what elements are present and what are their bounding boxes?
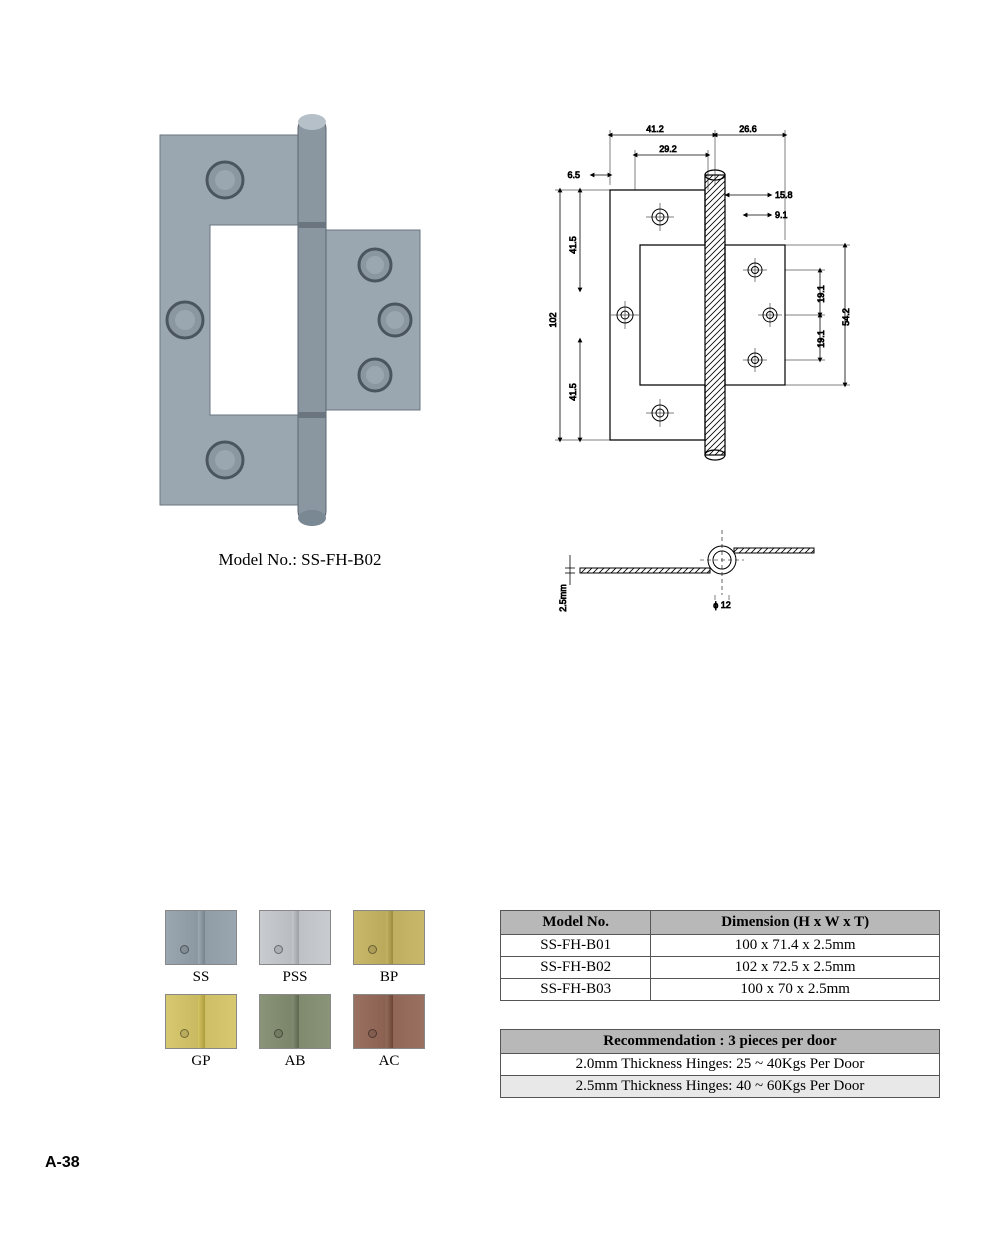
finish-item-ab: AB	[259, 994, 331, 1070]
finish-item-ss: SS	[165, 910, 237, 986]
svg-text:9.1: 9.1	[775, 210, 788, 220]
svg-text:6.5: 6.5	[567, 170, 580, 180]
finish-label: SS	[165, 969, 237, 986]
table-row: 2.0mm Thickness Hinges: 25 ~ 40Kgs Per D…	[501, 1054, 940, 1076]
technical-drawing-section: 41.2 26.6 29.2 6.5 15.8 9.1	[520, 110, 890, 620]
table-cell: 2.0mm Thickness Hinges: 25 ~ 40Kgs Per D…	[501, 1054, 940, 1076]
finish-label: GP	[165, 1053, 237, 1070]
svg-text:2.5mm: 2.5mm	[558, 584, 568, 612]
table-row: SS-FH-B02102 x 72.5 x 2.5mm	[501, 957, 940, 979]
table-cell: 100 x 71.4 x 2.5mm	[651, 935, 940, 957]
table-cell: SS-FH-B01	[501, 935, 651, 957]
finish-item-bp: BP	[353, 910, 425, 986]
finishes-section: SS PSS BP GP AB AC	[165, 910, 445, 1078]
svg-text:26.6: 26.6	[739, 124, 757, 134]
tables-section: Model No. Dimension (H x W x T) SS-FH-B0…	[500, 910, 940, 1098]
finish-label: PSS	[259, 969, 331, 986]
table-row: 2.5mm Thickness Hinges: 40 ~ 60Kgs Per D…	[501, 1076, 940, 1098]
finish-swatch	[259, 910, 331, 965]
svg-text:19.1: 19.1	[816, 285, 826, 303]
finish-item-pss: PSS	[259, 910, 331, 986]
spec-header-dim: Dimension (H x W x T)	[651, 911, 940, 935]
table-row: SS-FH-B03100 x 70 x 2.5mm	[501, 979, 940, 1001]
finish-label: BP	[353, 969, 425, 986]
finish-swatch	[353, 910, 425, 965]
finish-label: AC	[353, 1053, 425, 1070]
svg-text:102: 102	[548, 312, 558, 327]
finish-swatch	[259, 994, 331, 1049]
table-cell: 100 x 70 x 2.5mm	[651, 979, 940, 1001]
page-number: A-38	[45, 1154, 80, 1172]
table-row: SS-FH-B01100 x 71.4 x 2.5mm	[501, 935, 940, 957]
finish-swatch	[353, 994, 425, 1049]
hinge-photo	[150, 110, 430, 530]
svg-text:ϕ 12: ϕ 12	[713, 600, 731, 610]
svg-text:41.5: 41.5	[568, 383, 578, 401]
table-cell: 102 x 72.5 x 2.5mm	[651, 957, 940, 979]
svg-text:15.8: 15.8	[775, 190, 793, 200]
recommendation-table: Recommendation : 3 pieces per door 2.0mm…	[500, 1029, 940, 1098]
finish-item-ac: AC	[353, 994, 425, 1070]
finish-swatch	[165, 910, 237, 965]
svg-text:29.2: 29.2	[659, 144, 677, 154]
finish-item-gp: GP	[165, 994, 237, 1070]
side-drawing: 2.5mm ϕ 12	[520, 520, 870, 620]
table-cell: SS-FH-B03	[501, 979, 651, 1001]
spec-header-model: Model No.	[501, 911, 651, 935]
finish-label: AB	[259, 1053, 331, 1070]
finish-swatch	[165, 994, 237, 1049]
model-number-label: Model No.: SS-FH-B02	[150, 550, 450, 570]
product-photo-section: Model No.: SS-FH-B02	[150, 110, 450, 570]
spec-table: Model No. Dimension (H x W x T) SS-FH-B0…	[500, 910, 940, 1001]
front-drawing: 41.2 26.6 29.2 6.5 15.8 9.1	[520, 110, 870, 490]
svg-text:41.5: 41.5	[568, 236, 578, 254]
svg-text:41.2: 41.2	[646, 124, 664, 134]
table-cell: SS-FH-B02	[501, 957, 651, 979]
svg-text:19.1: 19.1	[816, 330, 826, 348]
rec-header: Recommendation : 3 pieces per door	[501, 1030, 940, 1054]
table-cell: 2.5mm Thickness Hinges: 40 ~ 60Kgs Per D…	[501, 1076, 940, 1098]
svg-text:54.2: 54.2	[841, 308, 851, 326]
